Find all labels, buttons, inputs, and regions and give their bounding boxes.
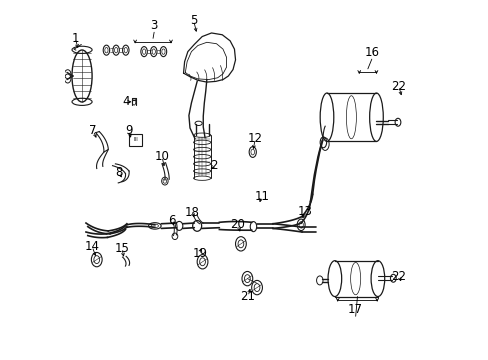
Text: 4: 4 [122, 95, 130, 108]
Text: III: III [133, 137, 138, 142]
Text: 22: 22 [390, 270, 406, 283]
Text: 14: 14 [84, 240, 100, 253]
Bar [129, 134, 142, 145]
Text: 6: 6 [168, 214, 176, 227]
Text: 11: 11 [254, 190, 269, 203]
Text: 1: 1 [71, 32, 79, 45]
Text: 22: 22 [390, 80, 406, 93]
Text: 20: 20 [230, 218, 245, 231]
Text: 13: 13 [297, 205, 311, 218]
Text: 5: 5 [189, 14, 197, 27]
Text: 9: 9 [125, 124, 133, 137]
Text: 19: 19 [192, 247, 207, 260]
Text: 7: 7 [89, 124, 97, 137]
Text: 10: 10 [154, 150, 169, 163]
Text: 16: 16 [364, 46, 379, 59]
Text: 8: 8 [115, 166, 122, 179]
Text: 18: 18 [184, 206, 200, 219]
Text: 2: 2 [210, 159, 217, 172]
Text: 21: 21 [240, 290, 255, 303]
Text: 3: 3 [150, 19, 158, 32]
Text: 12: 12 [247, 132, 262, 145]
Text: 15: 15 [114, 242, 129, 255]
Text: 17: 17 [347, 303, 363, 316]
